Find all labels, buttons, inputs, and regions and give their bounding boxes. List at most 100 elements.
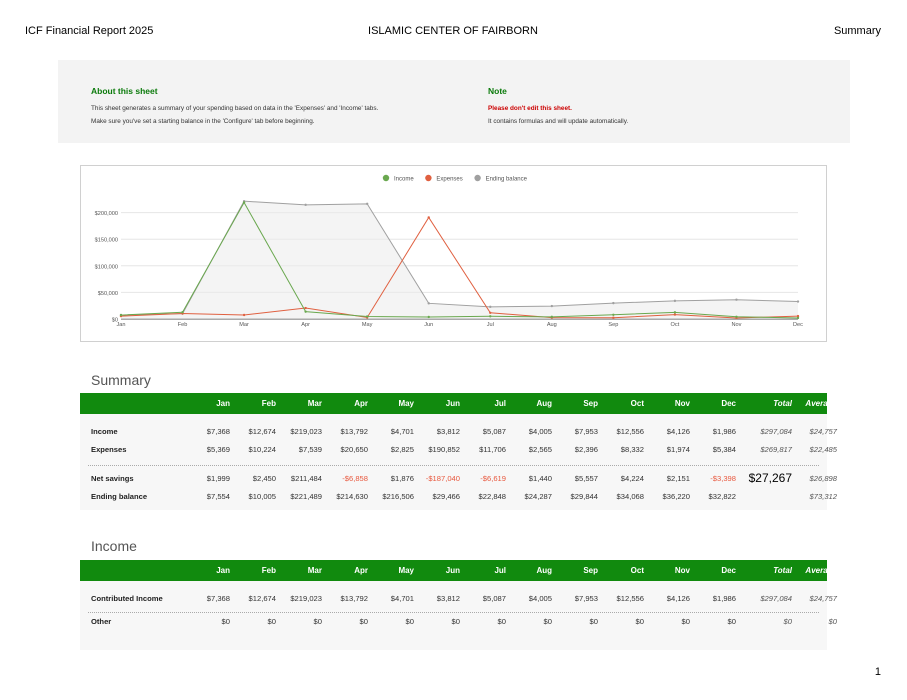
- x-tick-label: Jun: [424, 322, 433, 328]
- cell-may: $4,701: [390, 594, 414, 603]
- y-tick-label: $100,000: [95, 264, 118, 270]
- cell-mar: $211,484: [290, 474, 322, 483]
- cell-apr: $214,630: [336, 492, 368, 501]
- note-line: It contains formulas and will update aut…: [488, 117, 629, 125]
- cell-jul: $22,848: [478, 492, 506, 501]
- cell-average: $0: [828, 617, 837, 626]
- report-title: ICF Financial Report 2025: [25, 25, 154, 37]
- cell-oct: $4,224: [620, 474, 644, 483]
- income-table-body: Contributed Income $7,368 $12,674 $219,023 $…: [80, 581, 837, 650]
- column-header-may: May: [398, 566, 414, 575]
- row-label: Contributed Income: [91, 594, 163, 603]
- cell-jul: $5,087: [482, 427, 506, 436]
- data-point: [612, 316, 615, 319]
- cell-total: $269,817: [760, 445, 792, 454]
- cell-aug: $2,565: [528, 445, 552, 454]
- data-point: [304, 306, 307, 310]
- cell-dec: -$3,398: [710, 474, 736, 483]
- x-tick-label: Feb: [178, 322, 188, 328]
- cell-aug: $4,005: [528, 594, 552, 603]
- cell-may: $216,506: [382, 492, 414, 501]
- cell-mar: $7,539: [298, 445, 322, 454]
- income-table-header: Jan Feb Mar Apr May Jun Jul Aug Sep Oct Nov Dec Tota…: [80, 560, 837, 581]
- page-header: ICF Financial Report 2025 ISLAMIC CENTER…: [25, 25, 881, 39]
- column-header-oct: Oct: [630, 399, 644, 408]
- column-header-aug: Aug: [536, 399, 552, 408]
- data-point: [119, 313, 123, 317]
- cell-jul: $11,706: [479, 445, 506, 454]
- y-tick-label: $150,000: [95, 238, 118, 244]
- cell-sep: $2,396: [574, 445, 598, 454]
- row-label: Expenses: [91, 445, 127, 454]
- cell-jan: $5,369: [206, 445, 230, 454]
- cell-average: $26,898: [809, 474, 837, 483]
- data-point: [796, 300, 800, 303]
- summary-chart: $0 $50,000 $100,000 $150,000 $200,000 Jan Feb M…: [80, 165, 827, 342]
- data-point: [365, 202, 369, 206]
- data-point: [735, 315, 738, 319]
- cell-feb: $12,674: [248, 594, 276, 603]
- cell-total: $0: [783, 617, 792, 626]
- sheet-name: Summary: [833, 25, 881, 37]
- about-title: About this sheet: [91, 86, 158, 96]
- cell-average: $73,312: [809, 492, 837, 501]
- table-row-income: Income $7,368 $12,674 $219,023 $13,792 $4,701…: [80, 423, 837, 441]
- cell-average: $24,757: [809, 594, 837, 603]
- cell-aug: $24,287: [524, 492, 552, 501]
- column-header-total: Total: [773, 399, 792, 408]
- cell-jun: $190,852: [428, 445, 460, 454]
- data-point: [550, 304, 554, 308]
- cell-oct: $8,332: [620, 445, 644, 454]
- data-point: [612, 313, 615, 316]
- cell-nov: $36,220: [662, 492, 690, 501]
- ending-balance-area: [121, 201, 798, 319]
- cell-nov: $2,151: [666, 474, 690, 483]
- cell-may: $2,825: [390, 445, 414, 454]
- column-header-jan: Jan: [216, 566, 230, 575]
- cell-jul: $5,087: [482, 594, 506, 603]
- cell-feb: $10,224: [248, 445, 276, 454]
- cell-feb: $0: [267, 617, 276, 626]
- series-line-expenses: [120, 216, 799, 319]
- column-header-jan: Jan: [216, 399, 230, 408]
- column-header-nov: Nov: [674, 566, 690, 575]
- data-point: [427, 302, 430, 305]
- cell-feb: $10,005: [248, 492, 276, 501]
- cell-jun: $0: [451, 617, 460, 626]
- cell-total: $297,084: [760, 427, 792, 436]
- cell-oct: $34,068: [616, 492, 644, 501]
- legend-marker: [382, 174, 390, 182]
- cell-aug: $4,005: [528, 427, 552, 436]
- column-header-jun: Jun: [445, 399, 460, 408]
- x-tick-label: May: [362, 322, 373, 328]
- legend-label: Income: [394, 177, 414, 183]
- cell-average: $24,757: [809, 427, 837, 436]
- cell-apr: $20,650: [340, 445, 368, 454]
- data-point: [673, 311, 677, 314]
- cell-nov: $0: [681, 617, 690, 626]
- legend-label: Expenses: [436, 177, 462, 183]
- data-point: [489, 311, 492, 314]
- cell-apr: -$6,858: [342, 474, 368, 483]
- cell-feb: $12,674: [248, 427, 276, 436]
- table-row-ending-balance: Ending balance $7,554 $10,005 $221,489 $214,…: [80, 488, 837, 506]
- cell-dec: $32,822: [708, 492, 736, 501]
- x-tick-label: Mar: [239, 322, 249, 328]
- column-header-jul: Jul: [494, 566, 506, 575]
- row-label: Net savings: [91, 474, 134, 483]
- table-row-other: Other $0 $0 $0 $0 $0 $0 $0 $0 $0 $0 $0 $0 $0 $0: [80, 613, 837, 631]
- row-divider: [88, 612, 819, 613]
- table-row-net-savings: Net savings $1,999 $2,450 $211,484 -$6,858 $1…: [80, 470, 837, 488]
- cell-sep: $29,844: [570, 492, 598, 501]
- cell-average: $22,485: [809, 445, 837, 454]
- cell-apr: $13,792: [340, 594, 368, 603]
- row-label: Ending balance: [91, 492, 148, 501]
- x-tick-label: Jul: [487, 322, 494, 328]
- column-header-mar: Mar: [307, 566, 322, 575]
- x-tick-label: Nov: [731, 322, 741, 328]
- cell-mar: $0: [313, 617, 322, 626]
- page-number: 1: [874, 666, 881, 678]
- cell-dec: $0: [727, 617, 736, 626]
- data-point: [427, 216, 430, 219]
- data-point: [304, 203, 307, 207]
